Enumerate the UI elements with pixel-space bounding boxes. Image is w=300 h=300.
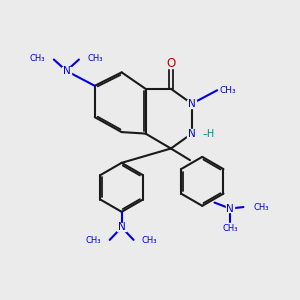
Text: N: N [188, 99, 196, 109]
Text: CH₃: CH₃ [86, 236, 101, 245]
Text: CH₃: CH₃ [142, 236, 158, 245]
Text: CH₃: CH₃ [222, 224, 238, 233]
Text: N: N [188, 129, 196, 139]
Text: CH₃: CH₃ [88, 54, 103, 63]
Text: –H: –H [202, 129, 214, 139]
Text: N: N [226, 203, 234, 214]
Bar [62, 67, 70, 75]
Bar [167, 59, 176, 68]
Bar [187, 100, 196, 108]
Text: N: N [118, 222, 125, 232]
Bar [226, 205, 234, 212]
Text: N: N [62, 66, 70, 76]
Bar [118, 224, 126, 231]
Bar [187, 129, 196, 138]
Text: O: O [166, 57, 176, 70]
Text: CH₃: CH₃ [219, 86, 236, 95]
Text: CH₃: CH₃ [254, 202, 269, 211]
Text: CH₃: CH₃ [29, 54, 45, 63]
